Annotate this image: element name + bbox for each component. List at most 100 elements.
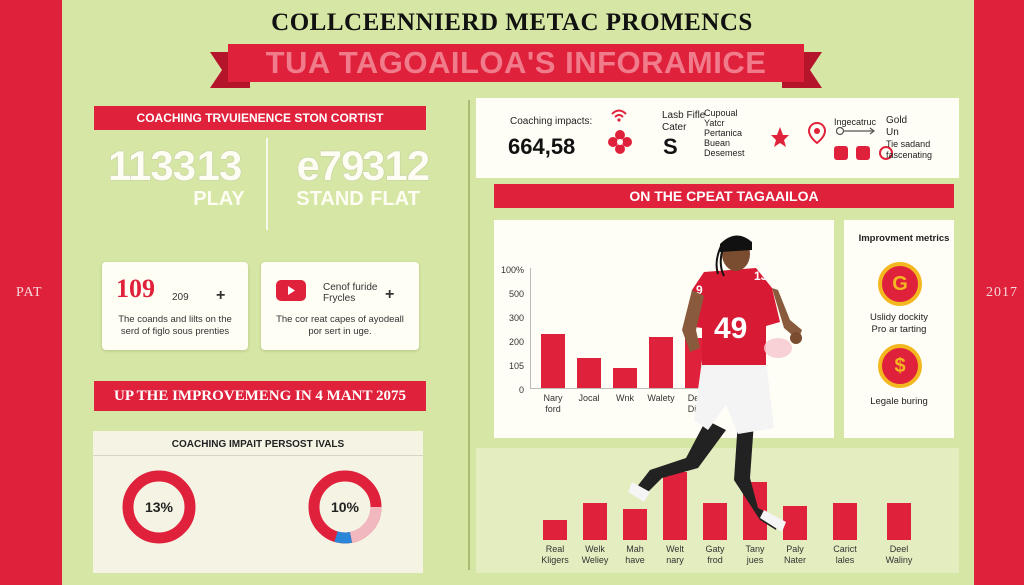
dollar-badge-icon: $ [878, 344, 922, 388]
left-strip: PAT [0, 0, 62, 585]
star-icon [771, 127, 789, 147]
chart-2-bar [623, 509, 647, 540]
chart-2-category-label: Gaty frod [705, 544, 725, 565]
chart-1-y-tick: 0 [518, 385, 524, 395]
donut-panel: COACHING IMPAIT PERSOST IVALS [93, 431, 423, 573]
plus-icon[interactable]: + [216, 287, 226, 304]
gear-icon [608, 130, 632, 154]
impacts-right-item: Tie sadand fascenating [886, 139, 933, 160]
impacts-right-label: Ingecatruc [834, 117, 877, 127]
chart-1-panel [494, 220, 834, 438]
card-subvalue: 209 [172, 292, 189, 303]
small-icon-row [834, 146, 893, 165]
chart-1-y-tick: 100% [500, 265, 524, 275]
chart-1-category-label: Wnk [616, 393, 634, 403]
chart-1-axis [530, 268, 531, 388]
chart-1-baseline [530, 388, 750, 389]
improvement-metrics-heading: Improvment metrics [858, 233, 950, 244]
impacts-label: Coaching impacts: [510, 116, 593, 127]
impacts-list-item: Desemest [704, 148, 745, 158]
card-value: 109 [116, 274, 155, 303]
chart-2-bar [543, 519, 567, 540]
chart-2-category-label: Welk Weliey [581, 544, 609, 565]
stats-divider [266, 138, 268, 230]
card-description: The coands and lilts on the serd of figl… [118, 314, 232, 337]
plus-icon[interactable]: + [385, 286, 395, 303]
left-strip-label: PAT [16, 285, 43, 300]
impacts-mid-value: S [663, 134, 678, 159]
stat-2: 13 PLAY [184, 142, 254, 211]
info-card-1[interactable]: 109 209 + The coands and lilts on the se… [102, 262, 248, 350]
chart-2-bar [783, 505, 807, 540]
stat-label: PLAY [193, 188, 245, 210]
donut-label-2: 10% [330, 499, 360, 515]
coaching-stats-heading: COACHING TRVUIENENCE STON CORTIST [94, 106, 426, 130]
stat-value: 312 [362, 142, 430, 189]
chart-2-category-label: Tany jues [745, 544, 765, 565]
donut-chart-1 [122, 470, 196, 544]
stat-value: 1133 [108, 142, 196, 189]
card-description: The cor reat capes of ayodeall por sert … [276, 314, 404, 337]
improvement-metrics-panel [844, 220, 954, 438]
impacts-list: Cupoual Yatcr Pertanica Buean Desemest [704, 108, 745, 158]
chart-2-bar [663, 471, 687, 540]
improvement-metric-text: Legale buring [870, 396, 928, 407]
right-strip: 2017 [974, 0, 1024, 585]
svg-text:49: 49 [714, 312, 747, 345]
chart-2-category-label: Paly Nater [783, 544, 806, 565]
chart-1-bar [613, 368, 637, 388]
chart-2-category-label: Real Kligers [541, 544, 569, 565]
page-title: COLLCEENNIERD METAC PROMENCS [271, 9, 753, 36]
info-card-2[interactable]: Cenof furide Frycles + The cor reat cape… [261, 262, 419, 350]
impacts-list-item: Cupoual Yatcr [704, 108, 738, 128]
chart-1-y-tick: 105 [508, 361, 524, 371]
donut-label-1: 13% [144, 499, 174, 515]
donut-panel-rule [93, 455, 423, 456]
impacts-right-item: Un [886, 127, 899, 138]
stat-4: 312 FLAT [362, 142, 430, 211]
football-player-image: 49 13 9 [628, 235, 802, 532]
chart-1-bar [541, 333, 565, 388]
ribbon-text: TUA TAGOAILOA'S INFORAMICE [228, 44, 804, 82]
stat-value: 13 [196, 142, 243, 189]
svg-text:13: 13 [754, 269, 768, 283]
chart-1-category-label: Walety [647, 393, 675, 403]
center-divider [468, 100, 470, 570]
chart-1-category-label: Nary ford [543, 393, 563, 414]
chart-1-bar [577, 358, 601, 388]
impacts-panel [476, 98, 959, 178]
chart-2-category-label: Welt nary [666, 544, 684, 565]
chart-1-y-tick: 300 [508, 313, 524, 323]
circle-badge-icon [878, 146, 893, 160]
g-badge-icon: G [878, 262, 922, 306]
title-ribbon: TUA TAGOAILOA'S INFORAMICE [210, 44, 822, 88]
stat-3: e79 STAND [292, 142, 368, 211]
chart-2-category-label: Mah have [625, 544, 645, 565]
impacts-right-list: Gold Un Tie sadand fascenating [886, 115, 932, 161]
stat-label: STAND [296, 188, 364, 210]
chart-2-bar [887, 502, 911, 540]
card-subvalue: Cenof furide Frycles [323, 282, 378, 304]
donut-chart-2 [308, 470, 382, 544]
chart-1-y-tick: 200 [508, 337, 524, 347]
improvement-banner: UP THE IMPROVEMENG IN 4 MANT 2075 [94, 381, 426, 411]
right-strip-label: 2017 [986, 285, 1018, 300]
wifi-icon [611, 109, 627, 122]
chart-1-bar [649, 336, 673, 388]
chart-2-category-label: Carict lales [833, 544, 857, 565]
chart-2-bar [833, 502, 857, 540]
chart-banner: ON THE CPEAT TAGAAILOA [494, 184, 954, 208]
chart-2-bar [583, 502, 607, 540]
stat-label: FLAT [370, 188, 420, 210]
impacts-value: 664,58 [508, 134, 576, 159]
improvement-metric-text: Uslidy dockity Pro ar tarting [869, 312, 929, 335]
stat-1: 1133 [108, 142, 196, 189]
impacts-list-item: Pertanica Buean [704, 128, 743, 148]
chart-1-category-label: Jocal [578, 393, 600, 403]
location-icon [808, 122, 826, 144]
stat-value: e79 [296, 142, 364, 189]
donut-panel-heading: COACHING IMPAIT PERSOST IVALS [171, 439, 345, 450]
play-icon[interactable] [276, 280, 306, 301]
svg-text:9: 9 [696, 283, 703, 297]
impacts-right-item: Gold [886, 115, 908, 126]
